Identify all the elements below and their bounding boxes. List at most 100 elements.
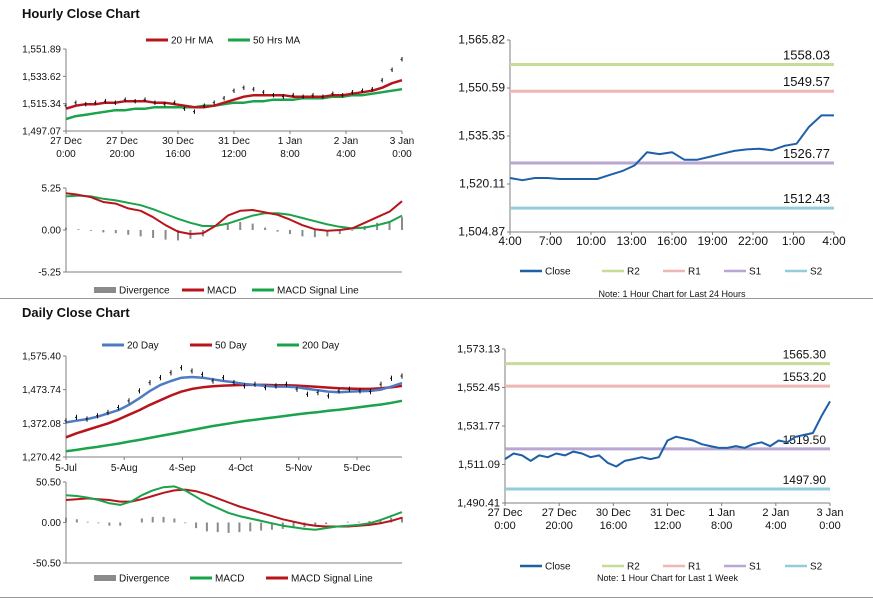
daily-macd-ytick-label: 50.50 [36,478,61,489]
legend-hourly-macd-signal-label: MACD Signal Line [277,286,359,297]
daily-price-ytick-label: 1,575.40 [22,352,61,363]
weekly-pivots-ytick-label: 1,552.45 [457,382,500,394]
daily-macd-ytick-label: 0.00 [42,518,62,529]
hourly-macd-ytick-label: 5.25 [42,184,62,195]
hourly-pivots-xtick-label: 4:00 [498,234,522,248]
legend-50hrs-ma-label: 50 Hrs MA [253,36,301,47]
weekly-pivots-xtick-label: 27 Dec [542,507,577,519]
legend-daily-divergence-label: Divergence [119,574,170,585]
hourly-pivots-legend-close-label: Close [545,267,571,278]
hourly-pivots-ytick-label: 1,520.11 [459,177,505,191]
hourly-pivots-xtick-label: 13:00 [616,234,646,248]
legend-hourly-macd-label: MACD [207,286,236,297]
weekly-pivots-ytick-label: 1,531.77 [457,421,500,433]
weekly-pivots-xtick-label: 1 Jan [708,507,735,519]
daily-price-xtick-label: 4-Sep [169,463,196,474]
hourly-macd-ytick-label: -5.25 [38,268,61,279]
hourly-20hr-ma-line [65,79,403,110]
hourly-pivots-ytick-label: 1,565.82 [458,33,505,47]
hourly-price-xtick-label: 16:00 [165,149,190,160]
weekly-pivots-level-r2-label: 1565.30 [783,348,827,362]
daily-50-day-line [65,383,403,439]
hourly-pivots-level-s2-label: 1512.43 [783,191,830,206]
hourly-macd-ytick-label: 0.00 [42,226,62,237]
daily-200-day-line [65,399,403,453]
hourly-macd-signal-line [65,194,403,230]
daily-macd-line [65,485,403,531]
weekly-pivots-xtick-label: 31 Dec [650,507,685,519]
weekly-pivots-level-s1-label: 1519.50 [783,433,827,447]
weekly-pivots-legend-close-label: Close [545,562,571,573]
hourly-price-xtick-label: 27 Dec [50,136,82,147]
legend-50-day-label: 50 Day [215,341,247,352]
weekly-pivots-xtick-label: 0:00 [819,520,840,532]
weekly-pivots-legend-s2-label: S2 [810,562,823,573]
weekly-pivots-level-r1-label: 1553.20 [783,370,827,384]
legend-daily-divergence-swatch [94,575,116,581]
hourly-price-xtick-label: 20:00 [109,149,134,160]
weekly-pivots-close-line [504,400,831,468]
hourly-pivots-close-line [509,114,834,182]
hourly-pivots-level-s1-label: 1526.77 [783,146,830,161]
hourly-price-ytick-label: 1,551.89 [22,45,61,56]
daily-price-ytick-label: 1,270.42 [22,453,61,464]
section-divider [0,298,873,299]
hourly-price-xtick-label: 4:00 [336,149,356,160]
weekly-pivots-xtick-label: 12:00 [654,520,682,532]
hourly-price-xtick-label: 31 Dec [218,136,250,147]
hourly-pivots-xtick-label: 4:00 [822,234,846,248]
daily-macd-ytick-label: -50.50 [33,559,62,570]
legend-20hr-ma-label: 20 Hr MA [171,36,214,47]
weekly-pivots-xtick-label: 8:00 [711,520,732,532]
hourly-pivots-ytick-label: 1,535.35 [458,129,505,143]
hourly-price-xtick-label: 0:00 [392,149,412,160]
legend-20-day-label: 20 Day [127,341,159,352]
weekly-pivots-xtick-label: 4:00 [765,520,786,532]
weekly-pivots-ytick-label: 1,573.13 [457,344,500,356]
hourly-pivots-xtick-label: 16:00 [657,234,687,248]
hourly-pivots-xtick-label: 22:00 [738,234,768,248]
hourly-pivots-legend-s1-label: S1 [749,267,762,278]
hourly-price-xtick-label: 1 Jan [278,136,302,147]
hourly-pivots-xtick-label: 7:00 [539,234,563,248]
hourly-price-ytick-label: 1,497.07 [22,127,61,138]
hourly-price-ytick-label: 1,533.62 [22,72,61,83]
hourly-pivots-legend-r2-label: R2 [627,267,640,278]
daily-price-ytick-label: 1,372.08 [22,419,61,430]
daily-price-xtick-label: 5-Nov [285,463,312,474]
legend-200-day-label: 200 Day [302,341,339,352]
hourly-pivots-legend-s2-label: S2 [810,267,823,278]
weekly-pivots-xtick-label: 20:00 [545,520,573,532]
hourly-price-xtick-label: 3 Jan [390,136,414,147]
weekly-pivots-xtick-label: 0:00 [494,520,515,532]
bottom-divider [0,597,873,598]
hourly-pivots-note: Note: 1 Hour Chart for Last 24 Hours [598,289,746,299]
hourly-price-xtick-label: 8:00 [280,149,300,160]
weekly-pivots-legend-r2-label: R2 [627,562,640,573]
hourly-pivots-level-r1-label: 1549.57 [783,74,830,89]
weekly-pivots-note: Note: 1 Hour Chart for Last 1 Week [597,573,738,583]
hourly-price-xtick-label: 0:00 [56,149,76,160]
hourly-pivots-level-r2-label: 1558.03 [783,48,830,63]
legend-hourly-divergence-swatch [94,287,116,293]
daily-price-ytick-label: 1,473.74 [22,385,61,396]
weekly-pivots-xtick-label: 16:00 [600,520,628,532]
hourly-price-xtick-label: 12:00 [221,149,246,160]
hourly-macd-line [65,192,403,235]
weekly-pivots-ytick-label: 1,511.09 [458,459,500,471]
weekly-pivots-ytick-label: 1,490.41 [457,498,500,510]
hourly-pivots-xtick-label: 10:00 [576,234,606,248]
weekly-pivots-legend-s1-label: S1 [749,562,762,573]
daily-price-xtick-label: 5-Jul [55,463,77,474]
weekly-pivots-xtick-label: 30 Dec [596,507,631,519]
daily-macd-signal-line [65,488,403,528]
hourly-pivots-legend-r1-label: R1 [688,267,701,278]
hourly-price-ytick-label: 1,515.34 [22,99,61,110]
weekly-pivots-level-s2-label: 1497.90 [783,473,827,487]
hourly-50hr-ma-line [65,87,403,121]
weekly-pivots-xtick-label: 27 Dec [488,507,523,519]
weekly-pivots-legend-r1-label: R1 [688,562,701,573]
hourly-price-xtick-label: 30 Dec [162,136,194,147]
weekly-pivots-xtick-label: 2 Jan [762,507,789,519]
